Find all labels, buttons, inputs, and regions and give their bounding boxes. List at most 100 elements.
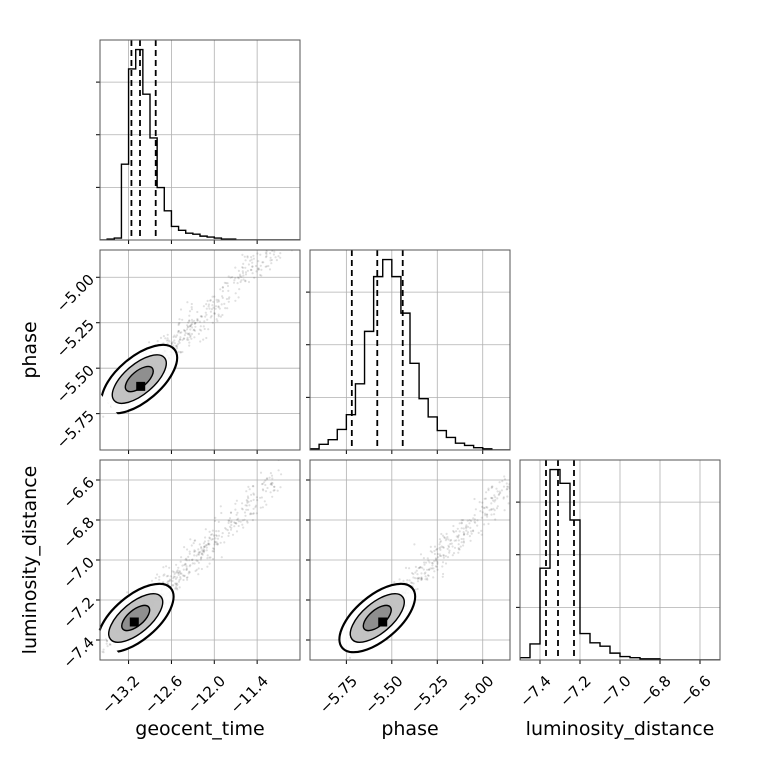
scatter-point <box>188 550 191 553</box>
scatter-point <box>233 521 236 524</box>
scatter-point <box>126 591 129 594</box>
scatter-point <box>216 537 220 540</box>
scatter-point <box>271 477 274 480</box>
scatter-point <box>193 550 196 553</box>
x-tick-label-geocent_time: −11.4 <box>227 672 272 717</box>
scatter-point <box>265 265 268 268</box>
scatter-point <box>494 496 497 499</box>
scatter-point <box>282 241 284 243</box>
x-tick-label-luminosity_distance: −7.0 <box>596 672 634 710</box>
scatter-point <box>255 496 258 499</box>
scatter-point <box>478 501 481 504</box>
scatter-point <box>194 539 197 542</box>
scatter-point <box>180 331 183 334</box>
scatter-point <box>486 506 489 509</box>
scatter-point <box>208 556 211 559</box>
scatter-point <box>211 550 214 553</box>
scatter-point <box>165 565 168 568</box>
scatter-point <box>245 508 248 511</box>
scatter-point <box>270 482 273 486</box>
scatter-point <box>506 485 509 488</box>
scatter-point <box>490 496 493 499</box>
scatter-point <box>233 279 236 282</box>
scatter-point <box>179 576 182 579</box>
scatter-point <box>185 568 188 572</box>
scatter-point <box>172 571 176 574</box>
scatter-point <box>274 233 276 235</box>
scatter-point <box>213 295 216 298</box>
scatter-point <box>186 548 189 551</box>
scatter-point <box>181 574 185 577</box>
scatter-point <box>445 532 448 536</box>
scatter-point <box>189 564 192 567</box>
scatter-point <box>447 545 451 549</box>
scatter-point <box>246 521 249 524</box>
scatter-point <box>189 324 192 327</box>
scatter-point <box>241 270 244 273</box>
scatter-point <box>276 489 279 492</box>
scatter-point <box>179 560 182 563</box>
scatter-point <box>179 351 182 354</box>
scatter-point <box>214 534 218 537</box>
scatter-point <box>502 496 505 499</box>
scatter-point <box>214 305 218 308</box>
scatter-point <box>181 338 184 342</box>
scatter-point <box>106 645 109 648</box>
scatter-point <box>186 326 189 329</box>
scatter-point <box>457 543 460 546</box>
scatter-point <box>246 501 249 504</box>
scatter-point <box>197 551 200 554</box>
scatter-point <box>237 269 240 272</box>
scatter-point <box>451 545 454 548</box>
scatter-point <box>525 477 527 479</box>
scatter-point <box>226 284 230 288</box>
scatter-point <box>420 577 423 580</box>
scatter-point <box>419 566 422 569</box>
scatter-point <box>205 549 208 552</box>
scatter-point <box>201 553 204 556</box>
scatter-point <box>442 554 445 557</box>
scatter-point <box>274 256 277 259</box>
scatter-point <box>263 481 266 484</box>
scatter-point <box>426 577 429 580</box>
scatter-point <box>472 529 475 532</box>
scatter-point <box>179 572 182 575</box>
scatter-point <box>254 264 258 268</box>
scatter-point <box>203 540 206 543</box>
scatter-point <box>209 533 213 536</box>
scatter-point <box>185 576 188 579</box>
scatter-point <box>190 323 193 326</box>
scatter-point <box>174 582 178 586</box>
scatter-point <box>440 532 443 536</box>
scatter-point <box>447 538 450 541</box>
scatter-point <box>166 581 169 584</box>
scatter-point <box>481 511 484 514</box>
scatter-point <box>272 253 275 256</box>
histogram-step-phase <box>310 258 510 450</box>
scatter-point <box>195 559 198 562</box>
scatter-point <box>214 540 217 543</box>
scatter-point <box>438 538 441 541</box>
scatter-point <box>194 569 197 573</box>
scatter-point <box>213 312 216 315</box>
scatter-point <box>228 296 231 299</box>
scatter-point <box>456 527 459 530</box>
scatter-point <box>279 256 282 259</box>
scatter-point <box>259 264 262 267</box>
y-tick-label-luminosity_distance: −6.6 <box>60 473 98 511</box>
scatter-point <box>177 329 180 333</box>
scatter-point <box>205 307 208 310</box>
scatter-point <box>260 233 262 235</box>
scatter-point <box>176 343 180 346</box>
y-tick-label-phase: −5.50 <box>53 361 98 406</box>
scatter-point <box>177 573 180 577</box>
scatter-point <box>262 261 265 264</box>
scatter-point <box>234 508 237 511</box>
scatter-point <box>178 570 181 573</box>
scatter-point <box>247 263 250 266</box>
scatter-point <box>503 509 506 512</box>
scatter-point <box>220 303 223 306</box>
scatter-point <box>247 280 251 284</box>
scatter-point <box>105 640 108 643</box>
scatter-point <box>435 559 438 562</box>
